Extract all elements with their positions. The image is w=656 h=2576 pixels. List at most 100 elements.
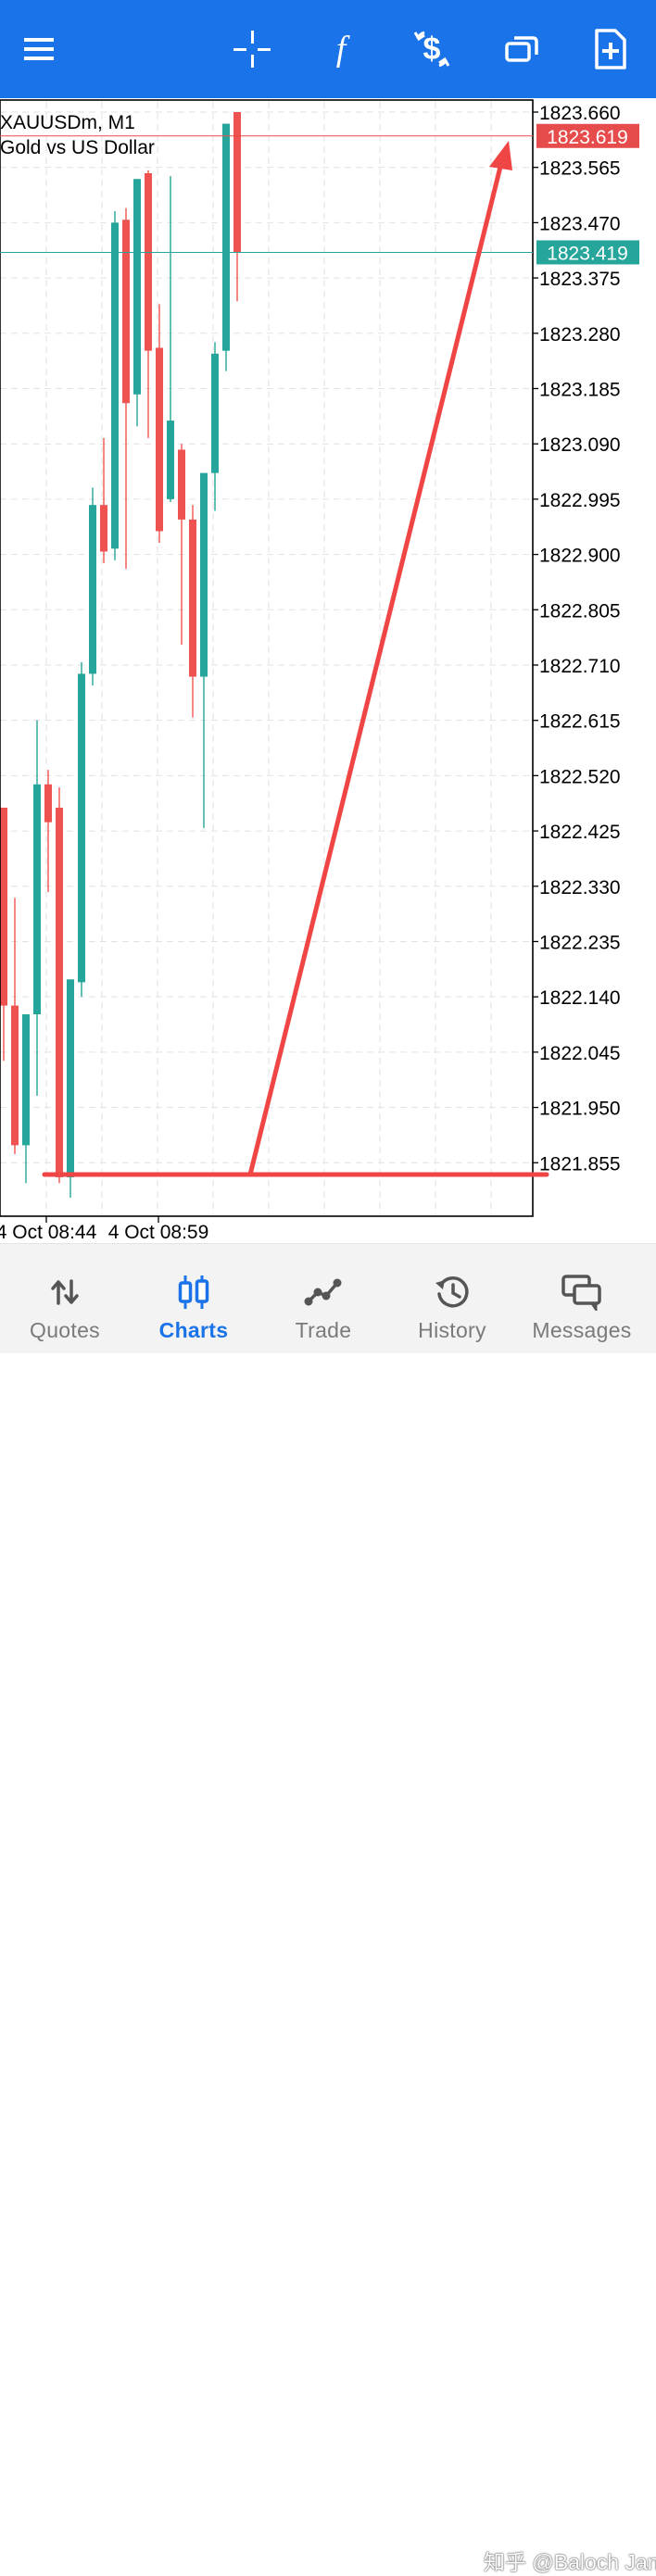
- candle: [211, 342, 219, 511]
- candle-body: [233, 112, 241, 253]
- candles-layer: [0, 112, 241, 1198]
- time-axis: 4 Oct 08:44 4 Oct 08:59: [0, 1216, 208, 1243]
- y-tick-label: 1822.425: [539, 822, 621, 843]
- y-tick-label: 1822.805: [539, 600, 621, 622]
- messages-icon: [561, 1275, 601, 1311]
- svg-text:$: $: [423, 31, 441, 67]
- bid-price-label: 1823.419: [547, 243, 628, 264]
- x-tick-label: 4 Oct 08:59: [108, 1222, 209, 1243]
- nav-trade-label: Trade: [295, 1318, 352, 1342]
- candle: [222, 123, 230, 371]
- y-tick-label: 1823.470: [539, 213, 621, 234]
- candle: [111, 210, 119, 560]
- candle: [78, 661, 85, 998]
- new-order-button[interactable]: [582, 21, 637, 77]
- price-chart[interactable]: 1823.619 1823.419 1823.660 1823.565 1823.47…: [0, 98, 656, 1243]
- nav-history[interactable]: History: [387, 1244, 517, 1353]
- watermark-text: 知乎 @Baloch Jan: [484, 2550, 656, 2574]
- crosshair-button[interactable]: [224, 21, 280, 77]
- top-toolbar: f $: [0, 0, 656, 98]
- candle: [56, 786, 63, 1184]
- chart-frame: [0, 99, 534, 1217]
- candle: [233, 112, 241, 302]
- new-document-icon: [595, 29, 626, 69]
- candle-body: [167, 421, 174, 499]
- candle-body: [200, 472, 208, 677]
- candle-body: [89, 505, 96, 674]
- candle: [44, 770, 52, 893]
- candle: [156, 304, 163, 544]
- candle: [22, 1014, 30, 1184]
- y-tick-label: 1823.660: [539, 103, 621, 124]
- candle-body: [33, 784, 41, 1015]
- menu-icon: [24, 38, 54, 60]
- candle: [200, 472, 208, 828]
- chart-grid: [0, 102, 533, 1214]
- candle: [178, 444, 185, 645]
- price-lines: 1823.619 1823.419: [0, 123, 639, 265]
- y-tick-label: 1823.090: [539, 434, 621, 456]
- candle-body: [100, 505, 107, 552]
- price-axis: 1823.660 1823.565 1823.470 1823.375 1823.280…: [533, 103, 621, 1175]
- candle-body: [178, 449, 185, 520]
- y-tick-label: 1821.950: [539, 1099, 621, 1120]
- y-tick-label: 1822.710: [539, 656, 621, 677]
- menu-button[interactable]: [11, 21, 67, 77]
- candle-body: [111, 222, 119, 549]
- candle-body: [0, 807, 7, 1006]
- crosshair-icon: [233, 31, 271, 68]
- y-tick-label: 1823.565: [539, 158, 621, 180]
- candle: [67, 979, 74, 1198]
- x-tick-label: 4 Oct 08:44: [0, 1222, 97, 1243]
- candle: [122, 207, 130, 570]
- nav-trade[interactable]: Trade: [259, 1244, 388, 1353]
- candle-body: [156, 347, 163, 532]
- bottom-navigation: Quotes Charts Trade: [0, 1243, 656, 2574]
- nav-quotes[interactable]: Quotes: [0, 1244, 130, 1353]
- nav-charts-label: Charts: [158, 1318, 229, 1342]
- chart-description-label: Gold vs US Dollar: [0, 137, 155, 158]
- candle-body: [78, 673, 85, 983]
- history-clock-icon: [435, 1276, 469, 1308]
- nav-history-label: History: [418, 1318, 486, 1342]
- indicators-button[interactable]: f: [313, 21, 369, 77]
- candle: [33, 720, 41, 1096]
- ask-price-label: 1823.619: [547, 127, 628, 148]
- y-tick-label: 1822.235: [539, 932, 621, 953]
- candle-body: [56, 807, 63, 1177]
- candle: [89, 487, 96, 685]
- y-tick-label: 1823.375: [539, 269, 621, 290]
- nav-charts[interactable]: Charts: [129, 1244, 259, 1353]
- drawn-arrow-annotation: [42, 141, 549, 1177]
- candle-body: [44, 784, 52, 823]
- candle-body: [145, 172, 152, 351]
- nav-quotes-label: Quotes: [30, 1318, 100, 1342]
- trade-line-icon: [304, 1278, 342, 1306]
- candle-body: [11, 1005, 19, 1146]
- windows-icon: [505, 36, 538, 62]
- charts-candles-icon: [178, 1275, 209, 1309]
- candle-body: [67, 979, 74, 1177]
- function-glyph: f: [336, 30, 350, 69]
- candle: [133, 179, 141, 427]
- y-tick-label: 1822.140: [539, 987, 621, 1009]
- quotes-arrows-icon: [51, 1279, 79, 1305]
- y-tick-label: 1823.280: [539, 324, 621, 346]
- candle: [189, 505, 196, 718]
- chart-symbol-label: XAUUSDm, M1: [0, 112, 135, 133]
- function-icon: f: [336, 30, 350, 69]
- candle: [100, 437, 107, 564]
- candle-body: [122, 220, 130, 404]
- nav-messages[interactable]: Messages: [517, 1244, 647, 1353]
- candle-body: [22, 1014, 30, 1146]
- y-tick-label: 1822.615: [539, 711, 621, 733]
- windows-button[interactable]: [494, 21, 549, 77]
- y-tick-label: 1822.995: [539, 490, 621, 511]
- y-tick-label: 1822.330: [539, 877, 621, 898]
- candle: [11, 898, 19, 1154]
- y-tick-label: 1822.900: [539, 546, 621, 567]
- candle: [0, 807, 7, 1062]
- bid-price-badge: [536, 240, 639, 265]
- trade-button[interactable]: $: [404, 21, 460, 77]
- nav-messages-label: Messages: [532, 1318, 632, 1342]
